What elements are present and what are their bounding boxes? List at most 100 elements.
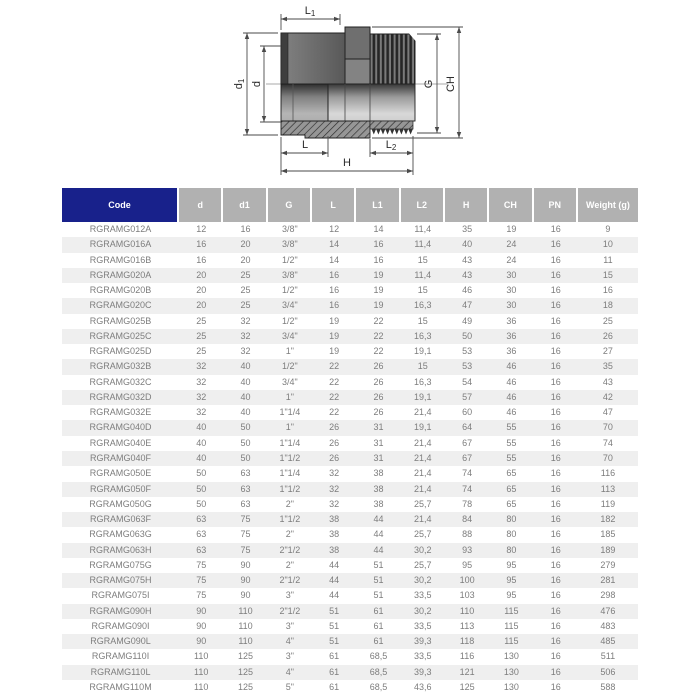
cell-H: 74 <box>444 481 490 497</box>
cell-PN: 16 <box>533 237 578 253</box>
cell-CH: 46 <box>489 359 534 375</box>
cell-L2: 11,4 <box>400 237 445 253</box>
cell-G: 1"1/2 <box>267 450 312 467</box>
cell-G: 2"1/2 <box>267 603 312 619</box>
cell-L1: 31 <box>373 437 384 448</box>
col-header-L1: L1 <box>356 188 401 222</box>
cell-d: 90 <box>179 603 224 619</box>
cell-d: 40 <box>179 450 224 467</box>
cell-code: RGRAMG025C <box>62 328 180 345</box>
cell-PN: 16 <box>550 468 561 479</box>
cell-PN: 16 <box>550 315 561 326</box>
table-body: RGRAMG012A 12 16 3/8" 12 14 11,4 35 19 1… <box>62 222 638 695</box>
label-CH: CH <box>445 76 457 92</box>
cell-PN: 16 <box>533 298 578 314</box>
col-header-d: d <box>179 188 224 222</box>
cell-PN: 16 <box>533 359 578 375</box>
cell-L1: 68,5 <box>369 681 388 692</box>
cell-L: 26 <box>329 437 340 448</box>
cell-d: 20 <box>179 298 224 314</box>
cell-PN: 16 <box>550 285 561 296</box>
cell-weight: 119 <box>600 498 616 509</box>
cell-d1: 40 <box>240 376 251 387</box>
table-row: RGRAMG090H 90 110 2"1/2 51 61 30,2 110 1… <box>62 603 638 619</box>
cell-PN: 16 <box>550 590 561 601</box>
cell-L1: 26 <box>356 389 401 406</box>
cell-d: 63 <box>179 512 224 528</box>
cell-L: 61 <box>329 651 340 662</box>
cell-d: 12 <box>196 224 207 234</box>
cell-d: 40 <box>196 437 207 448</box>
cell-L2: 15 <box>417 315 428 326</box>
cell-L: 22 <box>329 376 340 387</box>
table-row: RGRAMG110I 110 125 3" 61 68,5 33,5 116 1… <box>62 649 638 664</box>
cell-L2: 21,4 <box>414 468 432 479</box>
cell-d: 50 <box>179 481 224 497</box>
cell-L2: 33,5 <box>414 620 432 631</box>
section-hatch <box>280 120 371 139</box>
cell-G: 1" <box>267 420 312 436</box>
cell-PN: 16 <box>533 664 578 680</box>
cell-L: 44 <box>312 573 357 589</box>
cell-CH: 95 <box>489 573 534 589</box>
cell-d1: 75 <box>223 542 268 558</box>
cell-H: 103 <box>459 590 475 601</box>
cell-d1: 90 <box>240 590 251 601</box>
cell-PN: 16 <box>550 376 561 387</box>
cell-H: 43 <box>462 254 473 265</box>
cell-L1: 38 <box>373 468 384 479</box>
cell-L1: 14 <box>373 224 384 234</box>
cell-L: 16 <box>329 285 340 296</box>
cell-G: 1"1/2 <box>267 512 312 528</box>
cell-L1: 22 <box>373 346 384 357</box>
cell-PN: 16 <box>533 634 578 650</box>
table-row: RGRAMG020B 20 25 1/2" 16 19 15 46 30 16 … <box>62 283 638 298</box>
cell-G: 3" <box>285 620 294 631</box>
cell-L1: 31 <box>356 450 401 467</box>
cell-L: 44 <box>329 559 340 570</box>
cell-L: 32 <box>329 468 340 479</box>
cell-PN: 16 <box>550 437 561 448</box>
cell-L2: 33,5 <box>414 651 432 662</box>
cell-d1: 110 <box>223 603 268 619</box>
cell-d: 16 <box>196 254 207 265</box>
cell-code: RGRAMG032B <box>62 359 180 375</box>
cell-d1: 63 <box>240 498 251 509</box>
table-row: RGRAMG040E 40 50 1"1/4 26 31 21,4 67 55 … <box>62 436 638 451</box>
cell-G: 4" <box>267 664 312 680</box>
cell-L: 26 <box>312 450 357 467</box>
cell-code: RGRAMG110L <box>62 664 180 680</box>
cell-code: RGRAMG020C <box>62 298 180 314</box>
cell-G: 3/8" <box>267 267 312 284</box>
cell-L1: 61 <box>373 620 384 631</box>
cell-CH: 30 <box>489 298 534 314</box>
cell-PN: 16 <box>533 267 578 284</box>
cell-code: RGRAMG040F <box>62 450 180 467</box>
cell-PN: 16 <box>550 529 561 540</box>
cell-PN: 16 <box>550 346 561 357</box>
cell-L: 22 <box>312 359 357 375</box>
cell-d1: 50 <box>240 437 251 448</box>
cell-H: 46 <box>462 285 473 296</box>
cell-weight: 15 <box>577 267 638 284</box>
cell-weight: 511 <box>600 651 616 662</box>
cell-H: 54 <box>462 376 473 387</box>
cell-L2: 30,2 <box>400 603 445 619</box>
cell-code: RGRAMG025D <box>89 346 152 357</box>
cell-weight: 16 <box>602 285 613 296</box>
cell-weight: 485 <box>577 634 638 650</box>
thread-teeth <box>371 129 413 135</box>
cell-CH: 55 <box>489 420 534 436</box>
label-d: d <box>251 81 263 87</box>
cell-L2: 39,3 <box>400 664 445 680</box>
table-row: RGRAMG040F 40 50 1"1/2 26 31 21,4 67 55 … <box>62 450 638 467</box>
cell-PN: 16 <box>533 481 578 497</box>
col-header-d1: d1 <box>223 188 268 222</box>
table-row: RGRAMG016A 16 20 3/8" 14 16 11,4 40 24 1… <box>62 237 638 253</box>
cell-L1: 26 <box>373 376 384 387</box>
table-row: RGRAMG050F 50 63 1"1/2 32 38 21,4 74 65 … <box>62 481 638 497</box>
table-row: RGRAMG025B 25 32 1/2" 19 22 15 49 36 16 … <box>62 314 638 329</box>
cell-code: RGRAMG050E <box>89 468 152 479</box>
cell-weight: 281 <box>577 573 638 589</box>
cell-d: 63 <box>196 529 207 540</box>
